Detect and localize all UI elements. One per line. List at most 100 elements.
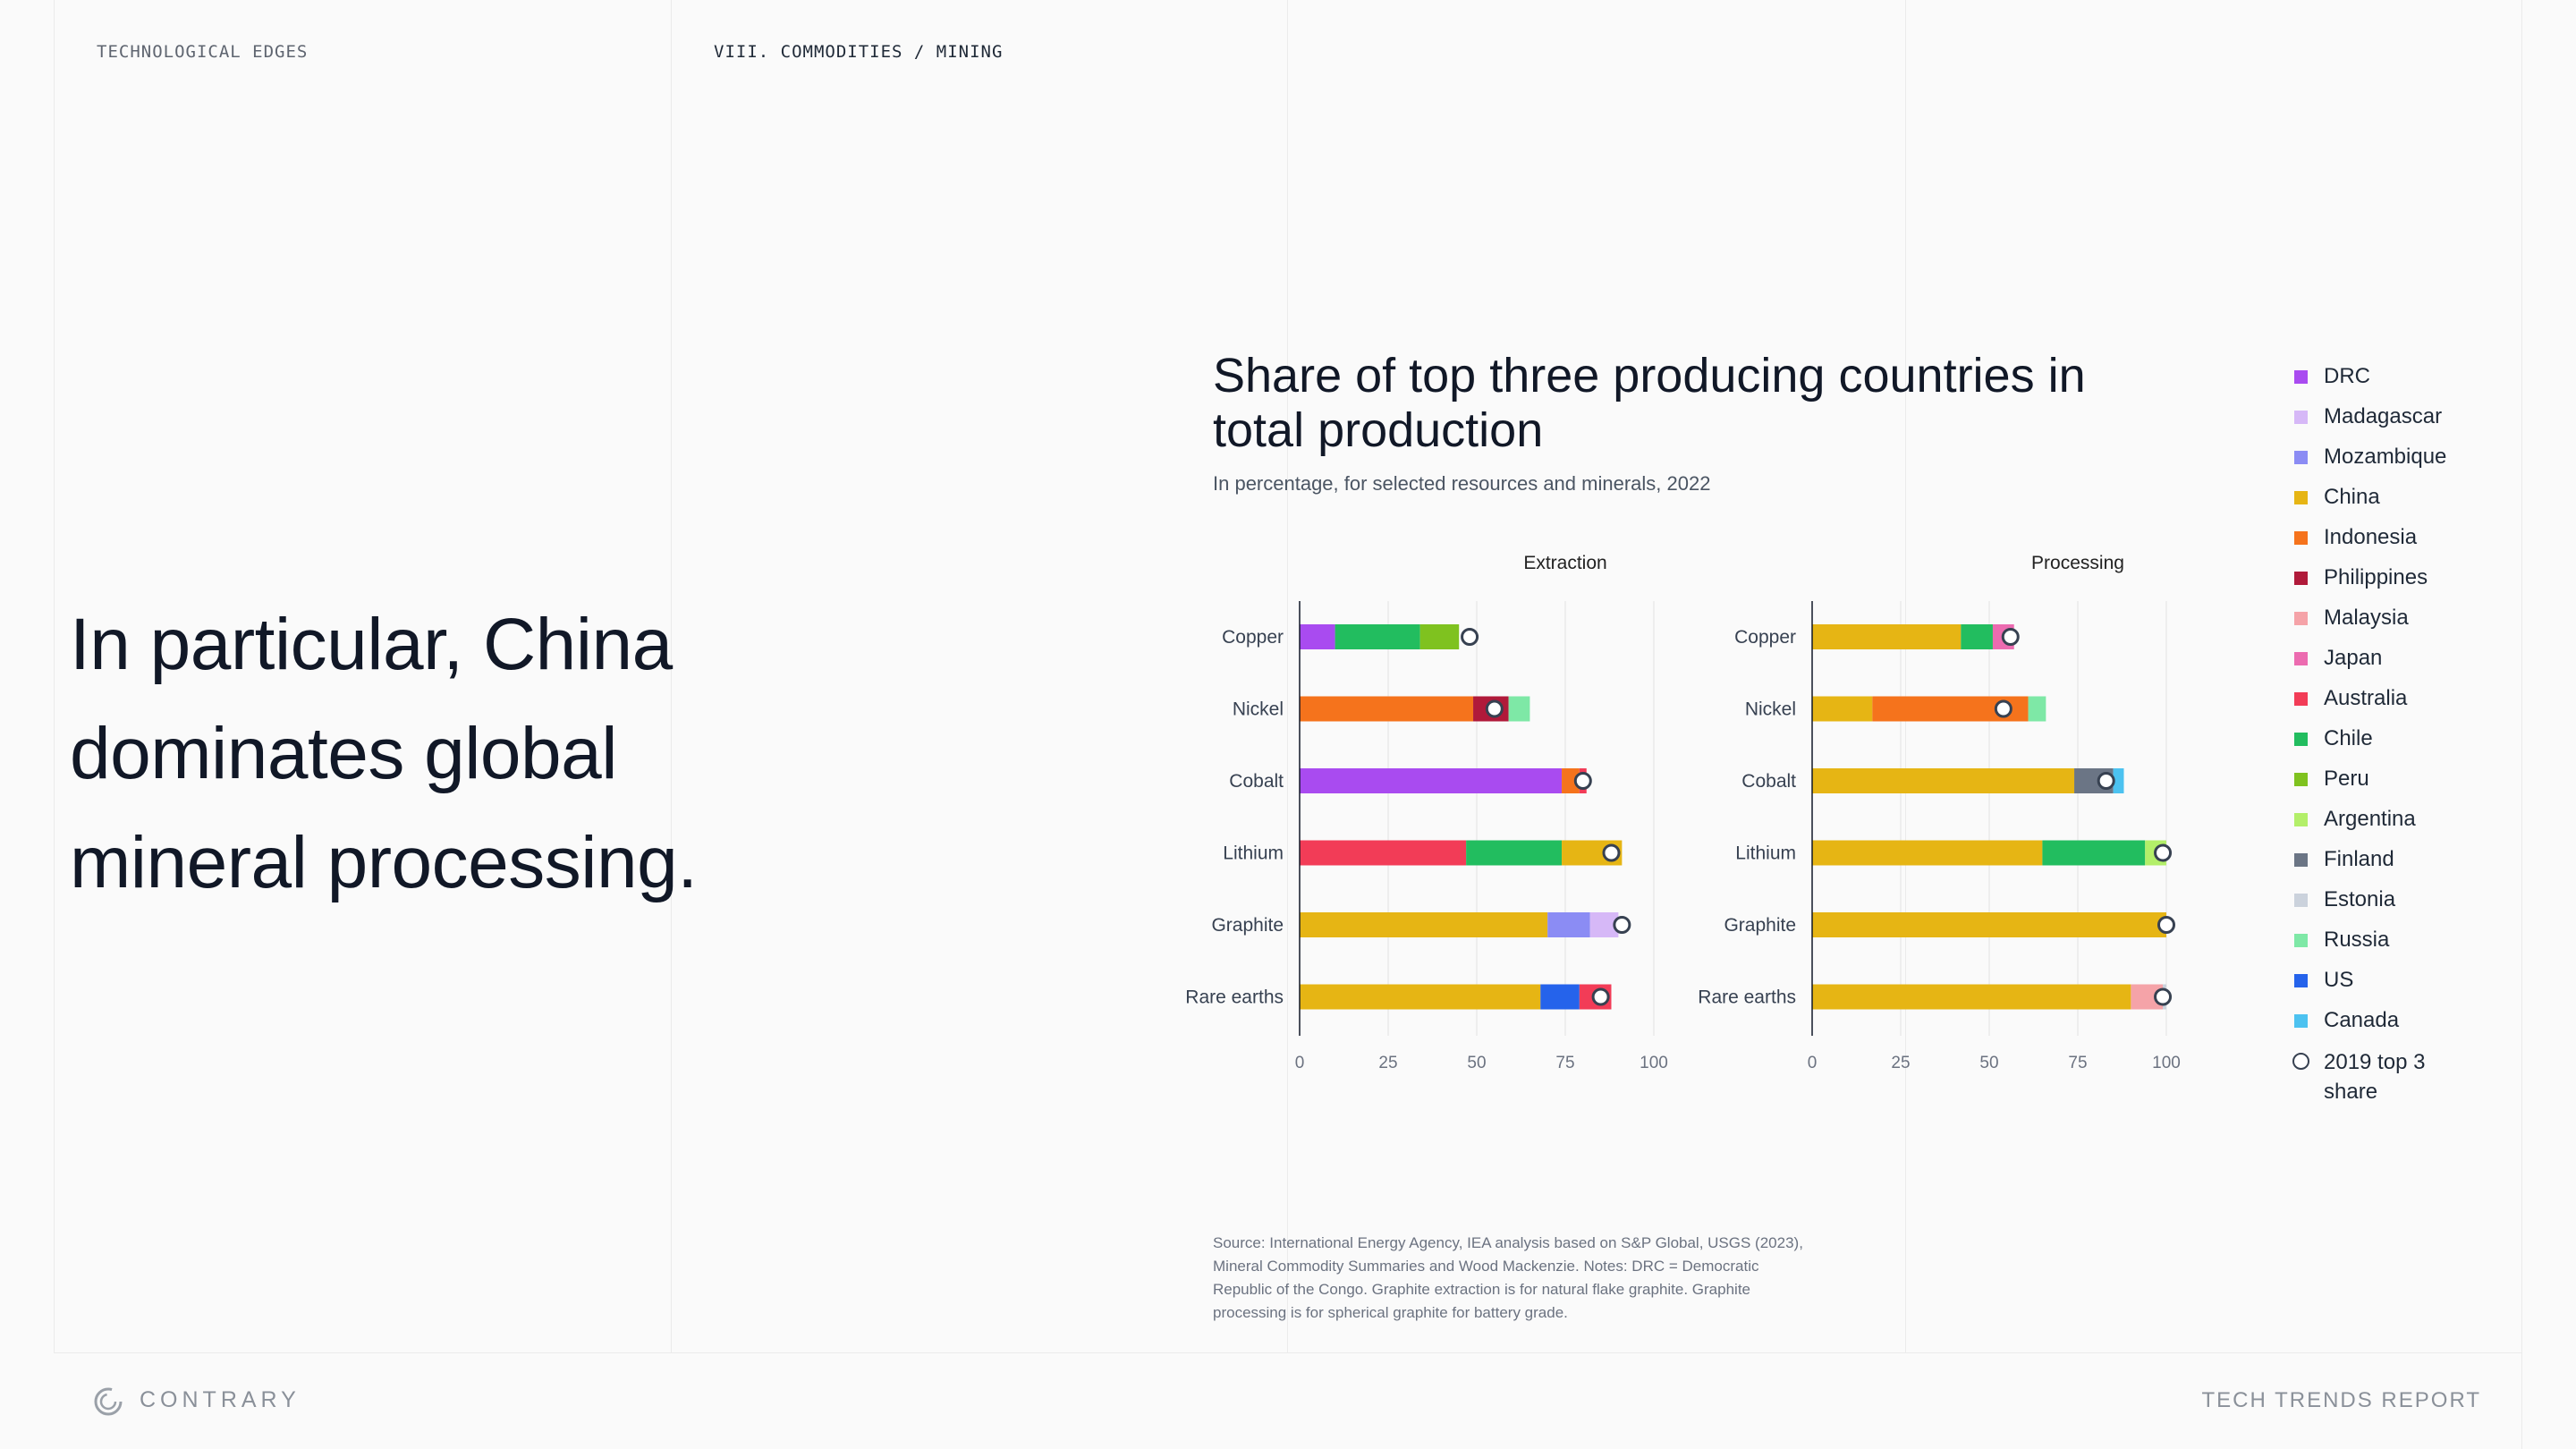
section-breadcrumb: VIII. COMMODITIES / MINING [714,42,1004,62]
marker-2019-top3 [2154,843,2173,862]
bar-segment-mozambique [1547,912,1590,937]
marker-2019-top3 [2157,916,2175,934]
bar-segment-drc [1300,624,1335,649]
category-label-copper: Copper [1222,627,1284,648]
marker-2019-top3 [1485,699,1504,718]
headline-line-2: dominates global [70,713,617,794]
legend-swatch [2294,531,2308,545]
legend-swatch [2294,572,2308,585]
bar-segment-canada [2113,768,2124,793]
bar-segment-us [1540,984,1580,1010]
category-label-graphite: Graphite [1211,915,1284,936]
legend-swatch [2294,813,2308,826]
panel-title-extraction: Extraction [1523,553,1607,573]
marker-2019-top3 [2154,987,2173,1006]
legend-label: Canada [2324,1008,2400,1032]
frame-line-column-3 [1905,0,1906,1352]
legend-label: Malaysia [2324,606,2409,630]
marker-2019-top3 [1573,772,1592,790]
panel-title-processing: Processing [2031,553,2124,573]
legend-label: DRC [2324,364,2370,388]
bar-segment-drc [1300,768,1563,793]
legend-swatch [2294,451,2308,464]
tick-label-25: 25 [1891,1054,1910,1072]
bar-segment-china [1812,984,2131,1010]
marker-2019-top3 [2097,772,2115,790]
legend-swatch [2294,491,2308,504]
tick-label-100: 100 [1640,1054,1668,1072]
bar-segment-indonesia [1300,696,1474,722]
legend-label: 2019 top 3 share [2324,1050,2426,1104]
marker-2019-top3 [1461,628,1479,646]
marker-ring-icon [2292,1053,2309,1070]
tick-label-25: 25 [1378,1054,1397,1072]
page-headline: In particular, China dominates global mi… [70,590,750,918]
chart-subtitle: In percentage, for selected resources an… [1213,472,1711,495]
category-label-lithium: Lithium [1223,843,1284,864]
category-label-rare-earths: Rare earths [1185,987,1284,1008]
legend-label: Japan [2324,646,2383,670]
legend-swatch [2294,974,2308,987]
frame-line-right [2521,0,2522,1449]
bar-segment-chile [1335,624,1420,649]
headline-line-1: In particular, China [70,604,673,685]
bar-segment-chile [1961,624,1993,649]
tick-label-50: 50 [1467,1054,1486,1072]
legend-label: Argentina [2324,807,2416,831]
legend-label: Peru [2324,767,2369,791]
legend-swatch [2294,692,2308,706]
bar-segment-china [1812,624,1962,649]
frame-line-column-2 [1287,0,1288,1352]
bar-segment-peru [1419,624,1460,649]
category-label-nickel: Nickel [1233,699,1284,720]
marker-2019-top3 [1591,987,1610,1006]
legend-label: Estonia [2324,887,2396,911]
bar-segment-indonesia [1562,768,1580,793]
category-label-lithium: Lithium [1735,843,1796,864]
processing-panel: Processing 0 25 50 75 100 Copper Nickel Cobalt L… [1678,546,2197,1082]
legend-swatch [2294,853,2308,867]
legend-label: China [2324,485,2380,509]
contrary-logo-icon [94,1387,123,1416]
section-category-label: TECHNOLOGICAL EDGES [97,42,309,62]
extraction-panel: Extraction 0 25 50 75 100 Copper Nickel Cobalt L… [1163,546,1682,1082]
chart-title: Share of top three producing countries i… [1213,349,2086,457]
legend-swatch [2294,934,2308,947]
legend-label: Madagascar [2324,404,2443,428]
frame-line-column-1 [671,0,672,1352]
legend-label: Indonesia [2324,525,2418,549]
tick-label-100: 100 [2152,1054,2181,1072]
tick-label-50: 50 [1979,1054,1998,1072]
tick-label-0: 0 [1295,1054,1305,1072]
category-label-rare-earths: Rare earths [1698,987,1796,1008]
report-name: TECH TRENDS REPORT [2201,1388,2481,1412]
bar-segment-russia [1508,696,1530,722]
bar-segment-china [1812,696,1873,722]
bar-segment-chile [1466,840,1563,866]
bar-segment-russia [2028,696,2046,722]
extraction-chart: 0 25 50 75 100 Copper Nickel Cobalt Lithium Graph… [1185,601,1668,1072]
marker-2019-top3 [1602,843,1621,862]
legend-swatch [2294,370,2308,384]
legend-label: Finland [2324,847,2394,871]
bar-segment-china [1812,840,2043,866]
processing-chart: 0 25 50 75 100 Copper Nickel Cobalt Lithium Graph… [1698,601,2181,1072]
legend-label: Philippines [2324,565,2428,589]
category-label-cobalt: Cobalt [1229,771,1284,792]
marker-2019-top3 [1613,916,1631,934]
marker-2019-top3 [1994,699,2012,718]
legend-swatch [2294,733,2308,746]
source-note: Source: International Energy Agency, IEA… [1213,1234,1803,1321]
legend-swatch [2294,773,2308,786]
tick-label-0: 0 [1808,1054,1818,1072]
legend-swatch [2294,612,2308,625]
tick-label-75: 75 [2068,1054,2087,1072]
category-label-nickel: Nickel [1745,699,1796,720]
legend-label: Chile [2324,726,2373,750]
marker-2019-top3 [2001,628,2020,646]
tick-label-75: 75 [1555,1054,1574,1072]
bar-segment-china [1300,912,1548,937]
legend-label: Australia [2324,686,2408,710]
legend-swatch [2294,652,2308,665]
bar-segment-china [1812,768,2075,793]
